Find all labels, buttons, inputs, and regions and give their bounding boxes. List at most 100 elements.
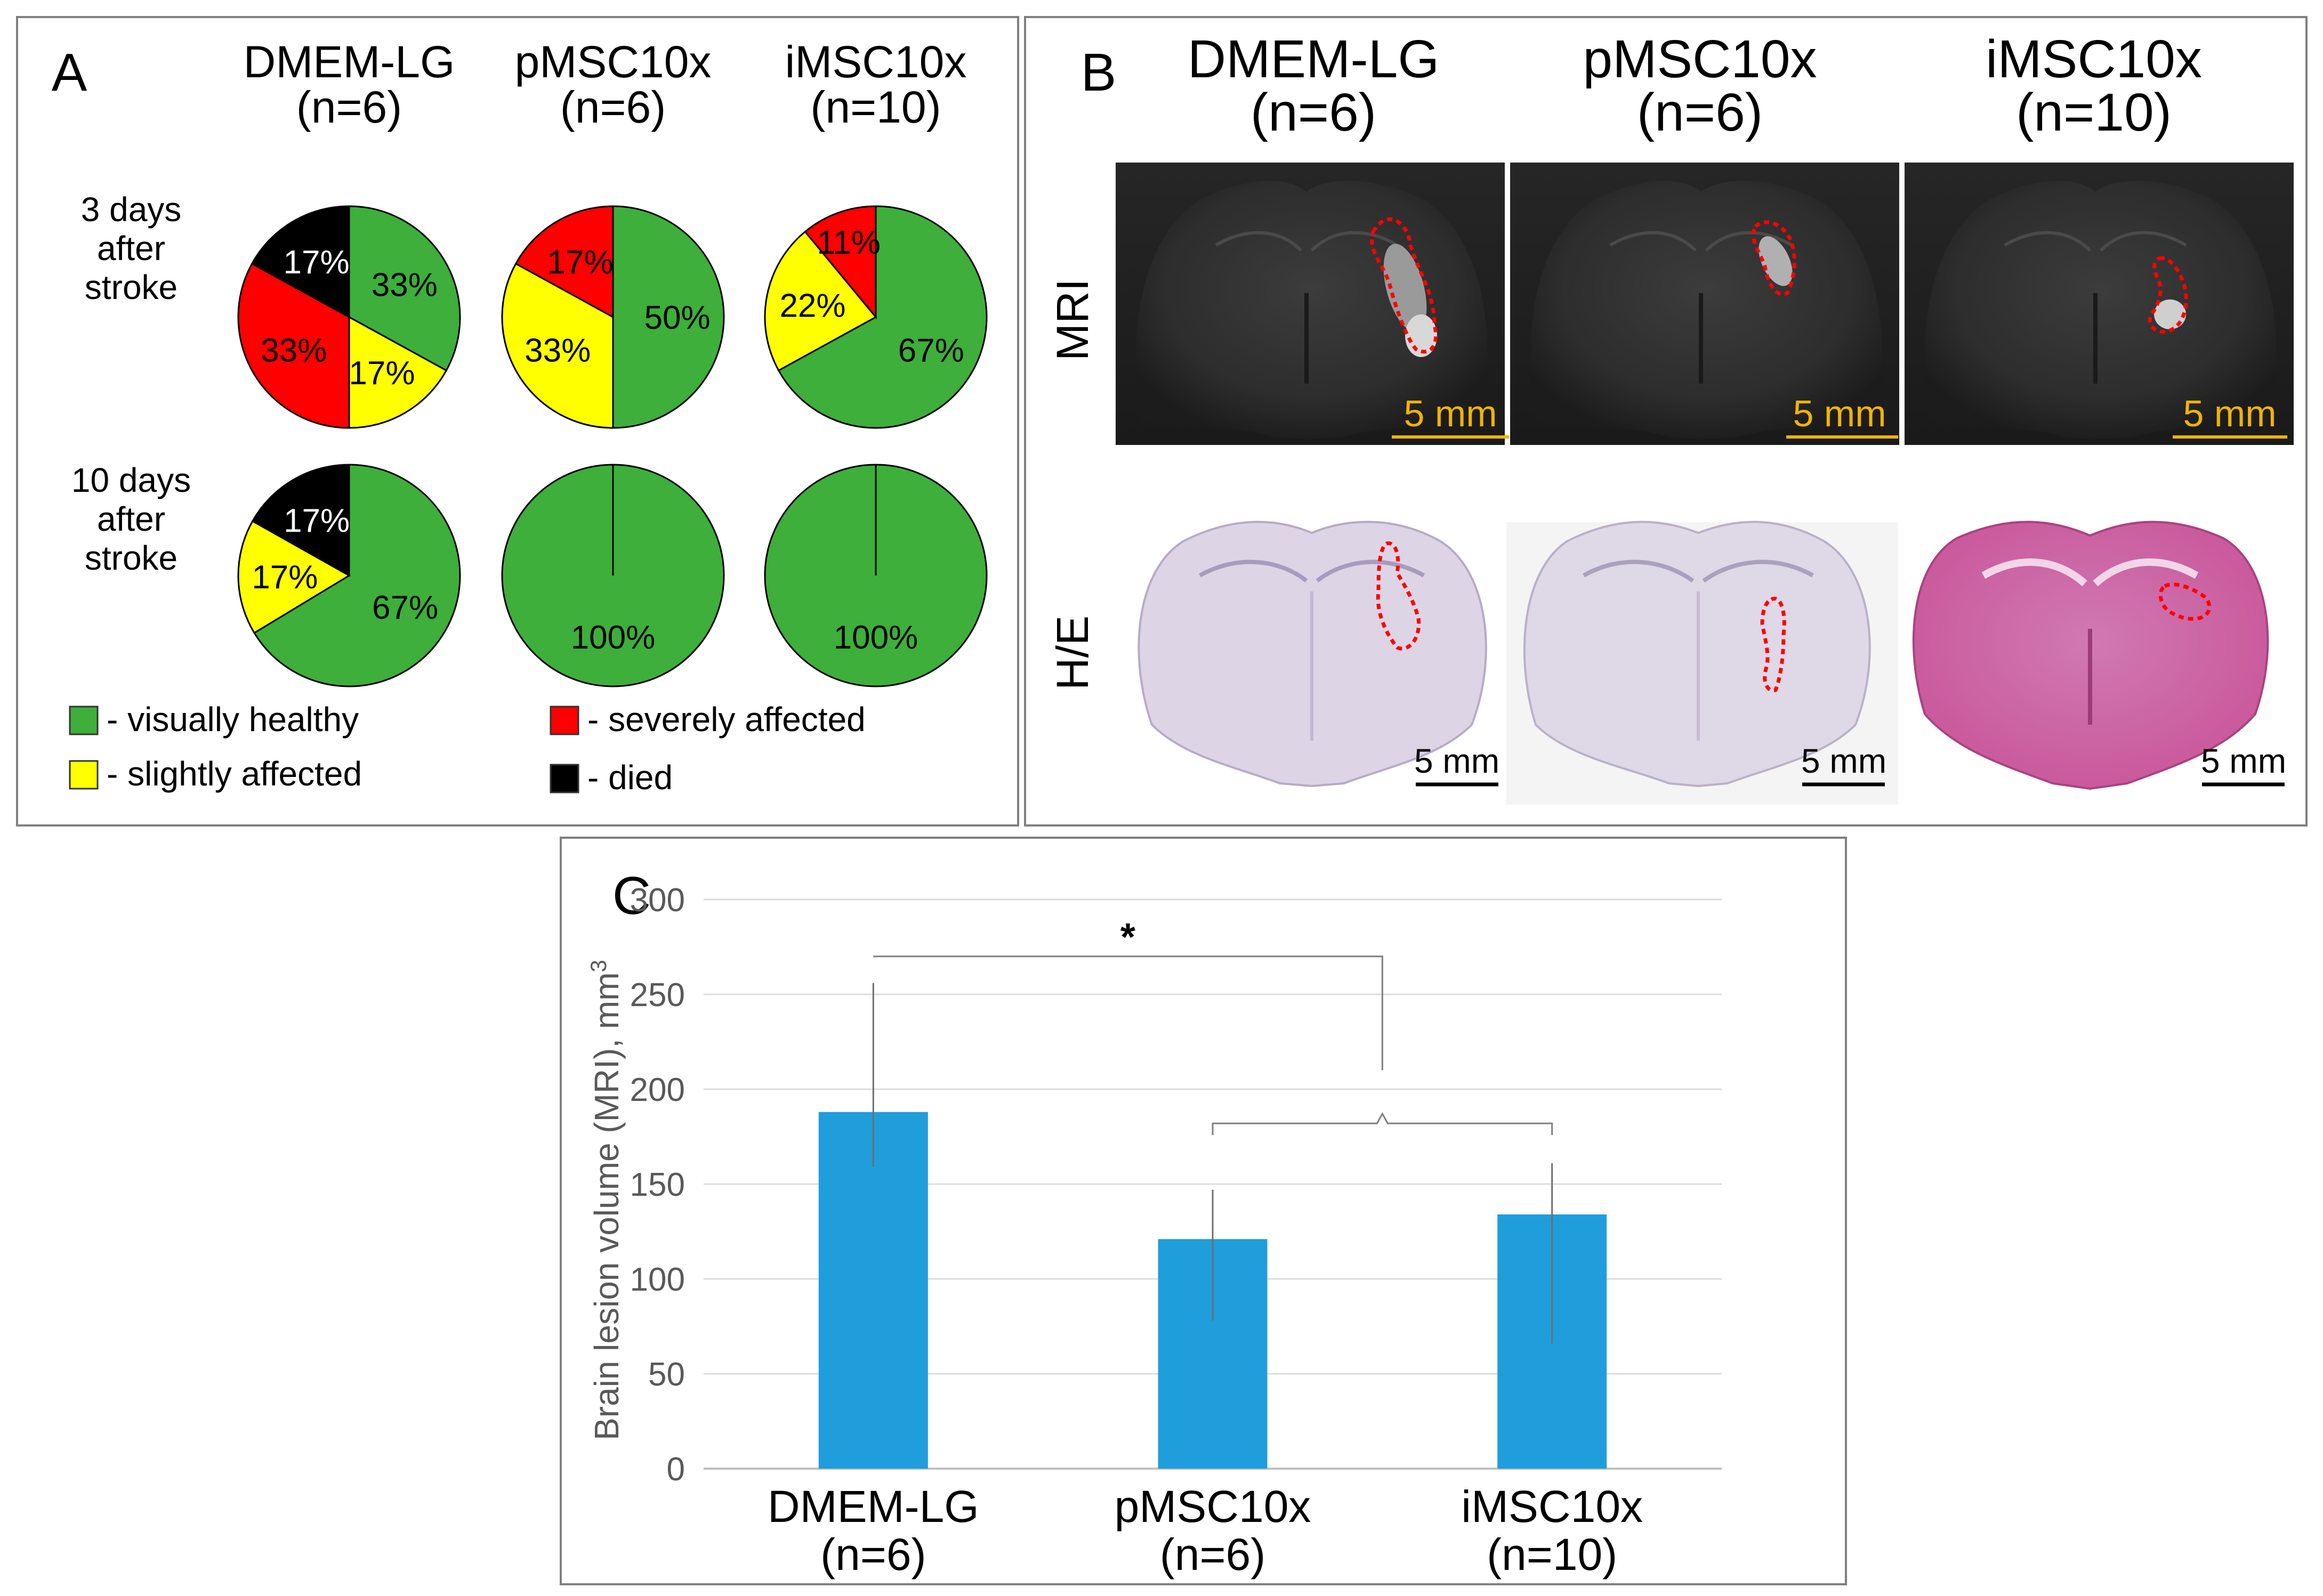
image-group-n-pmsc: (n=6) <box>1637 83 1763 142</box>
image-group-n-imsc: (n=10) <box>2016 83 2172 142</box>
legend-swatch-died <box>550 764 579 793</box>
pie-label-dmem-3d-died: 17% <box>284 244 350 281</box>
pie-label-dmem-10d-slight: 17% <box>252 559 318 596</box>
row-label-mri: MRI <box>1047 279 1098 361</box>
group-brace <box>1212 1112 1553 1136</box>
pie-slice-dmem-3d-slight <box>348 315 448 429</box>
he-image-dmem: 5 mm <box>1138 521 1499 788</box>
y-tick-label-50: 50 <box>648 1356 685 1393</box>
pie-slice-dmem-10d-healthy <box>253 464 461 687</box>
panel-c-graphic: C 0 50 100 150 200 250 300 Brain lesion volume … <box>586 866 1722 1579</box>
lesion-outline-mri-imsc <box>2148 256 2188 334</box>
pie-group-n-pmsc: (n=6) <box>560 82 666 132</box>
pie-label-dmem-3d-severe: 33% <box>261 332 327 369</box>
x-tick-label-dmem-lg: DMEM-LG <box>768 1481 979 1532</box>
scale-label-mri-imsc: 5 mm <box>2183 393 2277 434</box>
pie-slice-pmsc-3d-severe <box>514 205 614 319</box>
pie-slice-pmsc-3d-slight <box>501 262 614 429</box>
pie-slice-dmem-10d-died <box>251 464 350 577</box>
panel-a-graphic: A DMEM-LG (n=6) pMSC10x (n=6) iMSC10x (n… <box>52 37 988 797</box>
lesion-outline-he-dmem <box>1376 541 1421 651</box>
row-label-10days-line2: after <box>97 500 165 538</box>
y-tick-label-0: 0 <box>667 1451 685 1488</box>
panel-b-letter: B <box>1081 43 1117 102</box>
bar-chart: 0 50 100 150 200 250 300 Brain lesion volume (M… <box>586 882 1722 1579</box>
pie-label-pmsc-3d-slight: 33% <box>525 332 591 369</box>
pie-label-dmem-10d-healthy: 67% <box>372 589 438 626</box>
pie-label-imsc-3d-severe: 11% <box>817 224 881 261</box>
legend-swatch-slight <box>69 760 99 790</box>
mri-image-imsc: 5 mm <box>1905 163 2294 445</box>
pie-group-name-dmem: DMEM-LG <box>244 37 455 87</box>
pie-group-n-imsc: (n=10) <box>810 82 941 132</box>
pie-label-pmsc-3d-severe: 17% <box>547 244 614 281</box>
scale-label-he-imsc: 5 mm <box>2201 742 2286 780</box>
image-group-name-pmsc: pMSC10x <box>1583 29 1817 89</box>
image-group-n-dmem: (n=6) <box>1251 83 1376 142</box>
pie-pmsc-10d: 100% <box>501 464 725 687</box>
pie-imsc-3d: 67% 22% 11% <box>764 205 988 429</box>
pie-dmem-10d: 67% 17% 17% <box>237 464 461 687</box>
image-group-name-dmem: DMEM-LG <box>1188 29 1439 89</box>
y-tick-label-300: 300 <box>630 882 685 919</box>
panel-b-graphic: B DMEM-LG (n=6) pMSC10x (n=6) iMSC10x (n… <box>1047 29 2294 805</box>
pie-slice-dmem-3d-died <box>251 205 350 319</box>
row-label-3days-line2: after <box>97 229 165 268</box>
lesion-outline-mri-pmsc <box>1752 220 1796 296</box>
scale-label-he-dmem: 5 mm <box>1414 742 1499 780</box>
row-label-he: H/E <box>1047 615 1098 690</box>
scale-label-mri-dmem: 5 mm <box>1404 393 1497 434</box>
y-tick-label-150: 150 <box>630 1166 685 1203</box>
image-group-name-imsc: iMSC10x <box>1986 29 2202 89</box>
he-image-pmsc: 5 mm <box>1506 521 1898 805</box>
mri-image-dmem: 5 mm <box>1116 163 1509 445</box>
pie-label-dmem-10d-died: 17% <box>284 503 350 539</box>
pie-group-n-dmem: (n=6) <box>296 82 402 132</box>
pie-label-pmsc-3d-healthy: 50% <box>644 299 711 336</box>
pie-group-name-imsc: iMSC10x <box>785 37 967 87</box>
he-image-imsc: 5 mm <box>1912 521 2286 790</box>
pie-label-pmsc-10d-healthy: 100% <box>571 619 656 656</box>
pie-slice-dmem-10d-slight <box>237 520 351 634</box>
row-label-3days-line1: 3 days <box>81 190 182 229</box>
panel-b: B DMEM-LG (n=6) pMSC10x (n=6) iMSC10x (n… <box>1024 16 2308 827</box>
pie-imsc-10d: 100% <box>764 464 988 687</box>
x-tick-label-pmsc10x: pMSC10x <box>1115 1481 1311 1532</box>
x-tick-label-imsc10x: iMSC10x <box>1461 1481 1643 1532</box>
legend-label-died: - died <box>587 758 673 797</box>
pie-dmem-3d: 33% 17% 33% 17% <box>237 205 461 429</box>
panel-c-letter: C <box>612 866 651 926</box>
x-tick-n-pmsc10x: (n=6) <box>1160 1529 1265 1579</box>
significance-bracket <box>873 955 1383 1071</box>
pie-pmsc-3d: 50% 33% 17% <box>501 205 725 429</box>
pie-slice-imsc-3d-severe <box>804 205 877 320</box>
panel-a-letter: A <box>52 43 87 102</box>
pie-slice-pmsc-3d-healthy <box>612 205 725 429</box>
pie-slice-imsc-3d-healthy <box>777 205 988 429</box>
pie-label-imsc-10d-healthy: 100% <box>834 619 918 656</box>
scale-label-he-pmsc: 5 mm <box>1801 742 1886 780</box>
scale-label-mri-pmsc: 5 mm <box>1793 393 1886 434</box>
y-axis-label-superscript: 3 <box>586 960 611 972</box>
legend-label-slight: - slightly affected <box>107 755 362 793</box>
lesion-outline-he-imsc <box>2158 582 2212 621</box>
y-axis-label: Brain lesion volume (MRI), mm3 <box>586 960 626 1440</box>
x-tick-n-dmem-lg: (n=6) <box>820 1529 926 1579</box>
pie-label-imsc-3d-slight: 22% <box>779 287 845 324</box>
y-tick-label-100: 100 <box>630 1261 685 1298</box>
pie-label-imsc-3d-healthy: 67% <box>898 332 964 369</box>
legend-swatch-healthy <box>69 706 99 735</box>
pie-slice-dmem-3d-severe <box>237 262 350 429</box>
row-label-10days-line1: 10 days <box>71 461 191 499</box>
legend-label-severe: - severely affected <box>587 700 866 739</box>
lesion-outline-mri-dmem <box>1370 217 1438 354</box>
y-tick-label-200: 200 <box>630 1072 685 1108</box>
pie-label-dmem-3d-slight: 17% <box>349 355 415 392</box>
significance-star: * <box>1120 916 1135 959</box>
pie-slice-dmem-3d-healthy <box>348 205 461 372</box>
pie-label-dmem-3d-healthy: 33% <box>372 267 438 304</box>
y-tick-label-250: 250 <box>630 977 685 1014</box>
pie-group-name-pmsc: pMSC10x <box>515 37 712 87</box>
legend-swatch-severe <box>550 706 579 735</box>
row-label-3days-line3: stroke <box>85 268 178 306</box>
